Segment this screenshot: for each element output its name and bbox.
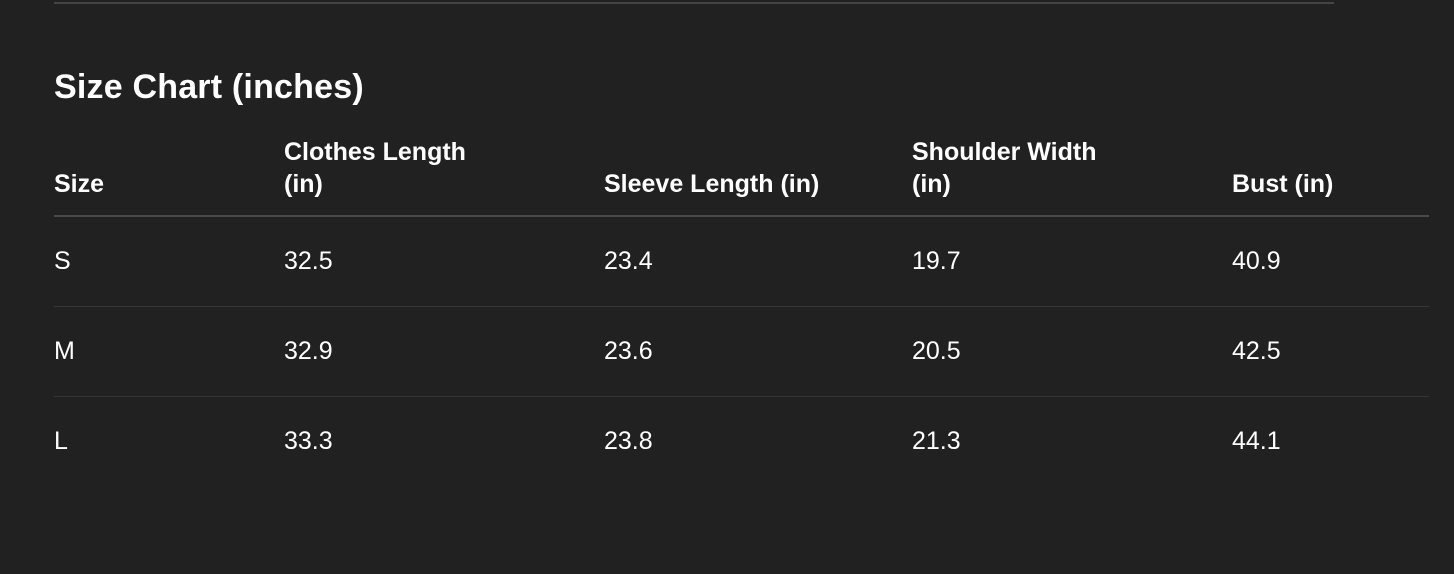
cell-sleeve-length: 23.6 (604, 306, 912, 397)
header-clothes-length: Clothes Length (in) (284, 136, 604, 217)
table-row: S 32.5 23.4 19.7 40.9 (54, 216, 1429, 307)
cell-bust: 40.9 (1232, 216, 1429, 307)
cell-sleeve-length: 23.8 (604, 427, 653, 455)
cell-clothes-length: 33.3 (284, 427, 333, 455)
table-row: L 33.3 23.8 21.3 44.1 (54, 397, 1429, 487)
table-row: M 32.9 23.6 20.5 42.5 (54, 306, 1429, 397)
header-row: Size Clothes Length (in) Sleeve Length (… (54, 136, 1429, 217)
top-divider (54, 2, 1334, 4)
size-chart-table: Size Clothes Length (in) Sleeve Length (… (54, 136, 1429, 486)
cell-clothes-length: 32.9 (284, 306, 604, 397)
cell-shoulder-width: 21.3 (912, 427, 961, 455)
cell-bust: 42.5 (1232, 306, 1429, 397)
cell-sleeve-length: 23.4 (604, 216, 912, 307)
cell-clothes-length: 32.5 (284, 216, 604, 307)
header-bust: Bust (in) (1232, 136, 1429, 217)
header-shoulder-width: Shoulder Width (in) (912, 136, 1232, 217)
cell-size: S (54, 216, 284, 307)
cell-shoulder-width: 20.5 (912, 306, 1232, 397)
cell-size: L (54, 427, 68, 455)
cell-size: M (54, 306, 284, 397)
cell-bust: 44.1 (1232, 427, 1281, 455)
cell-shoulder-width: 19.7 (912, 216, 1232, 307)
header-sleeve-length: Sleeve Length (in) (604, 136, 912, 217)
header-size: Size (54, 136, 284, 217)
size-chart-title: Size Chart (inches) (54, 68, 364, 106)
